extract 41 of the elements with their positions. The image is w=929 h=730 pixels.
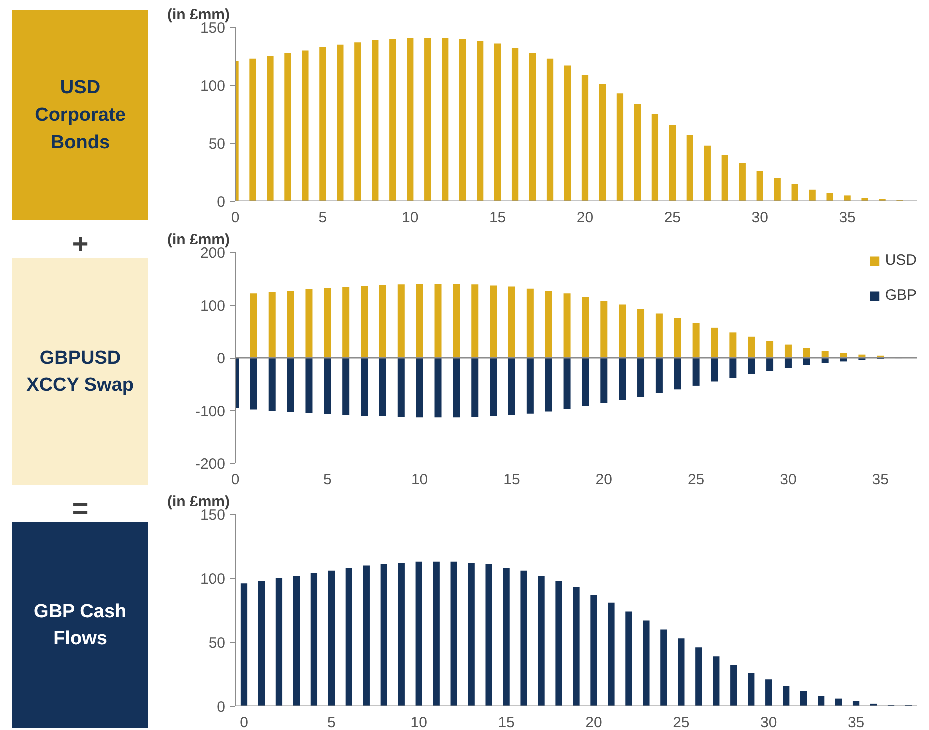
y-tick-label: 0	[217, 350, 226, 368]
x-tick-label: 25	[664, 210, 682, 226]
x-tick-label: 10	[410, 714, 428, 730]
x-tick-label: 0	[231, 210, 240, 226]
x-tick-label: 0	[240, 714, 248, 730]
legend-label: GBP	[885, 287, 917, 304]
y-tick-label: 100	[200, 571, 226, 588]
y-tick-label: 0	[217, 194, 226, 211]
x-tick-label: 30	[780, 472, 797, 488]
x-tick-label: 0	[231, 472, 240, 488]
y-tick-label: 50	[208, 136, 226, 153]
legend-label: USD	[885, 252, 917, 269]
x-tick-label: 10	[411, 472, 428, 488]
x-tick-label: 5	[318, 210, 328, 226]
x-tick-label: 35	[848, 714, 865, 730]
x-tick-label: 15	[498, 714, 515, 730]
y-tick-label: -100	[195, 403, 226, 420]
y-tick-label: 50	[208, 635, 226, 652]
text: GBP Cash Flows	[34, 601, 127, 650]
text: USD Corporate Bonds	[35, 78, 126, 154]
text: GBPUSD XCCY Swap	[26, 348, 134, 396]
x-tick-label: 15	[489, 210, 506, 226]
y-tick-label: -200	[195, 456, 226, 473]
x-tick-label: 20	[586, 714, 602, 730]
x-tick-label: 25	[688, 472, 705, 488]
x-tick-label: 35	[839, 210, 856, 226]
x-tick-label: 30	[752, 210, 768, 226]
x-tick-label: 10	[402, 210, 419, 226]
x-tick-label: 35	[872, 472, 889, 488]
y-tick-label: 100	[200, 78, 226, 95]
x-tick-label: 5	[323, 472, 332, 488]
y-tick-label: 100	[200, 298, 226, 315]
y-tick-label: 0	[217, 699, 226, 716]
text: +	[72, 228, 89, 260]
x-tick-label: 30	[760, 714, 778, 730]
x-tick-label: 5	[328, 714, 336, 730]
text: =	[72, 493, 89, 524]
x-tick-label: 20	[596, 472, 612, 488]
x-tick-label: 25	[673, 714, 690, 730]
x-tick-label: 20	[576, 210, 594, 226]
x-tick-label: 15	[504, 472, 520, 488]
